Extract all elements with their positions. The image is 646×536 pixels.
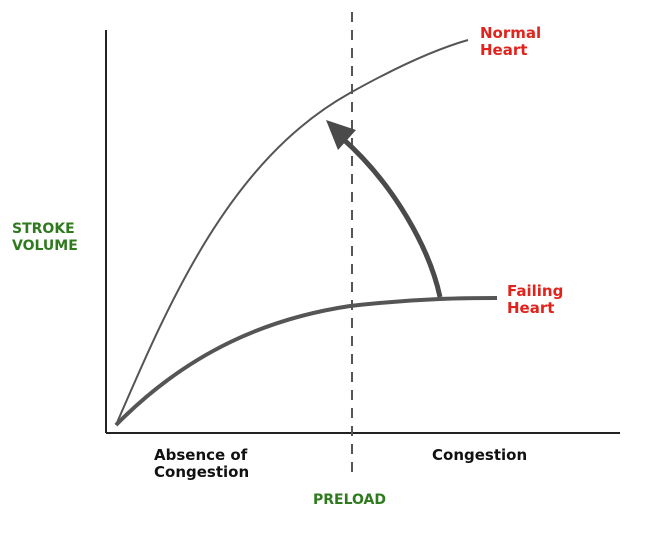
y-axis-label: STROKE VOLUME [12,221,78,254]
failing-heart-label: Failing Heart [507,282,564,317]
normal-heart-curve [115,39,469,426]
region-right-label: Congestion [432,446,528,464]
normal-heart-label: Normal Heart [480,24,542,59]
improvement-arrow-shaft [340,136,443,298]
region-left-label: Absence of Congestion [154,446,250,481]
arrowhead-icon [326,120,356,150]
failing-heart-curve [114,296,498,427]
x-axis-label: PRELOAD [313,492,387,508]
